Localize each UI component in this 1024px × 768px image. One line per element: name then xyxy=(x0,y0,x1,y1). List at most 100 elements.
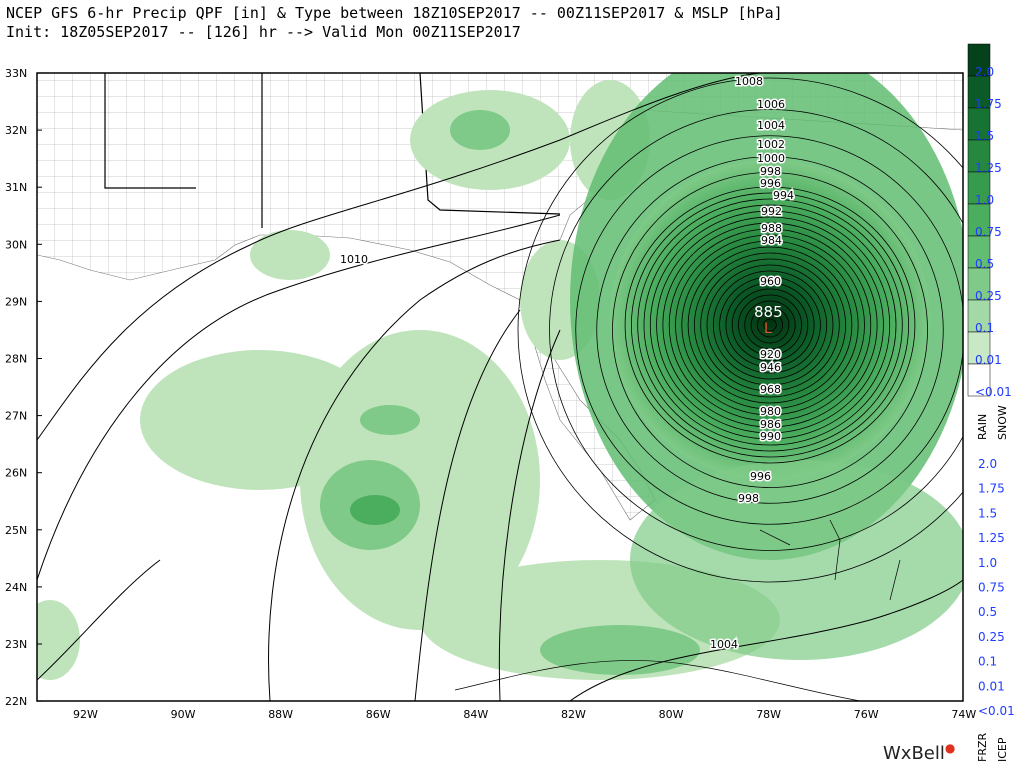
precip-heavy xyxy=(350,495,400,525)
lat-label: 24N xyxy=(5,581,27,594)
lon-label: 90W xyxy=(171,708,196,721)
cuba-bahamas-coast xyxy=(454,519,901,701)
isobar-ring xyxy=(656,216,884,434)
isobar-label: 986 xyxy=(760,418,781,431)
legend-swatch xyxy=(967,363,991,397)
lon-label: 74W xyxy=(951,708,976,721)
isobar-ring xyxy=(596,156,944,504)
isobar-label: 1008 xyxy=(735,75,763,88)
lat-label: 33N xyxy=(5,67,27,80)
isobar-ring xyxy=(631,192,910,458)
isobar-ring xyxy=(575,135,963,525)
lon-label: 82W xyxy=(561,708,586,721)
isobar-label: 1004 xyxy=(710,638,738,651)
isobar-ring xyxy=(643,204,897,446)
snow-legend-value: 2.0 xyxy=(978,457,997,471)
precip-legend: 2.0 1.75 1.5 1.25 1.0 0.75 0.5 0.25 0.1 0.01 <0.01 xyxy=(967,43,1012,399)
isobar-ring xyxy=(725,282,815,368)
isobar-ring xyxy=(706,264,834,386)
legend-value: 2.0 xyxy=(975,65,994,79)
lon-label: 76W xyxy=(854,708,879,721)
isobar-label: 998 xyxy=(760,165,781,178)
snow-legend-value: <0.01 xyxy=(978,704,1015,718)
snow-legend-value: 1.25 xyxy=(978,531,1005,545)
lat-label: 29N xyxy=(5,295,27,308)
isobar-ring xyxy=(612,172,928,488)
isobar-label: 984 xyxy=(761,234,782,247)
snow-legend-value: 1.5 xyxy=(978,506,997,520)
isobar-label: 996 xyxy=(750,470,771,483)
snow-legend-value: 0.1 xyxy=(978,655,997,669)
isobar-ring xyxy=(681,240,859,410)
isobar-label: 968 xyxy=(760,383,781,396)
isobar-ring xyxy=(624,186,916,464)
legend-rain-label: RAIN xyxy=(976,414,989,440)
isobar-ring xyxy=(687,246,853,404)
lat-label: 25N xyxy=(5,524,27,537)
isobar-ring xyxy=(700,258,840,392)
isobar-rings xyxy=(517,77,963,583)
snow-legend-value: 1.75 xyxy=(978,482,1005,496)
legend-value: 1.0 xyxy=(975,193,994,207)
legend-snow-label: SNOW xyxy=(996,405,1009,440)
snow-legend-value: 0.01 xyxy=(978,679,1005,693)
isobar-label: 998 xyxy=(738,492,759,505)
isobar-label: 946 xyxy=(760,361,781,374)
legend-value: 1.5 xyxy=(975,129,994,143)
snow-legend-value: 0.75 xyxy=(978,581,1005,595)
isobar-ring xyxy=(738,294,802,356)
isobar-label: 994 xyxy=(773,189,794,202)
lon-label: 80W xyxy=(659,708,684,721)
isobar-label: 920 xyxy=(760,348,781,361)
chart-title: NCEP GFS 6-hr Precip QPF [in] & Type bet… xyxy=(6,4,783,22)
isobar-ring xyxy=(668,228,872,422)
legend-value: 1.75 xyxy=(975,97,1002,111)
isobar-label: 1004 xyxy=(757,119,785,132)
isobar-label: 988 xyxy=(761,222,782,235)
snow-legend-value: 0.5 xyxy=(978,605,997,619)
low-center-value: 885 xyxy=(754,303,783,321)
isobar-ring xyxy=(719,276,821,374)
lat-label: 32N xyxy=(5,124,27,137)
isobar-ring xyxy=(757,312,784,338)
snow-legend-value: 0.25 xyxy=(978,630,1005,644)
isobar-ring xyxy=(750,306,790,344)
lat-label: 28N xyxy=(5,353,27,366)
legend-icep-label: ICEP xyxy=(996,737,1009,762)
lat-label: 30N xyxy=(5,238,27,251)
legend-value: 0.75 xyxy=(975,225,1002,239)
isobar-ring xyxy=(731,288,809,362)
isobar-ring xyxy=(637,198,903,452)
isobar-label: 992 xyxy=(761,205,782,218)
isobar-ring xyxy=(649,210,891,440)
lon-label: 84W xyxy=(463,708,488,721)
isobar-label: 1000 xyxy=(757,152,785,165)
chart-subtitle: Init: 18Z05SEP2017 -- [126] hr --> Valid… xyxy=(6,23,521,41)
legend-value: 0.5 xyxy=(975,257,994,271)
map-area xyxy=(37,73,963,701)
isobar-ring xyxy=(744,300,796,350)
isobar-ring xyxy=(675,234,865,416)
isobar-ring xyxy=(712,270,828,380)
isobar-ring xyxy=(763,318,777,332)
isobar-label: 1002 xyxy=(757,138,785,151)
isobar-label: 996 xyxy=(760,177,781,190)
isobar-ring xyxy=(662,222,878,428)
low-center-marker: L xyxy=(764,321,772,337)
legend-value: 1.25 xyxy=(975,161,1002,175)
isobar-label: 1010 xyxy=(340,253,368,266)
lon-label: 86W xyxy=(366,708,391,721)
isobar-label: 960 xyxy=(760,275,781,288)
legend-value: 0.01 xyxy=(975,353,1002,367)
lon-label: 92W xyxy=(73,708,98,721)
lat-label: 26N xyxy=(5,467,27,480)
legend-value: <0.01 xyxy=(975,385,1012,399)
isobar-ring xyxy=(517,77,963,583)
wxbell-logo: WxBell● xyxy=(883,741,956,764)
lat-label: 23N xyxy=(5,638,27,651)
land-mass xyxy=(37,73,963,521)
lat-label: 27N xyxy=(5,410,27,423)
snow-legend-values: 2.0 1.75 1.5 1.25 1.0 0.75 0.5 0.25 0.1 0.01 <0.01 xyxy=(978,457,1015,718)
snow-legend-value: 1.0 xyxy=(978,556,997,570)
